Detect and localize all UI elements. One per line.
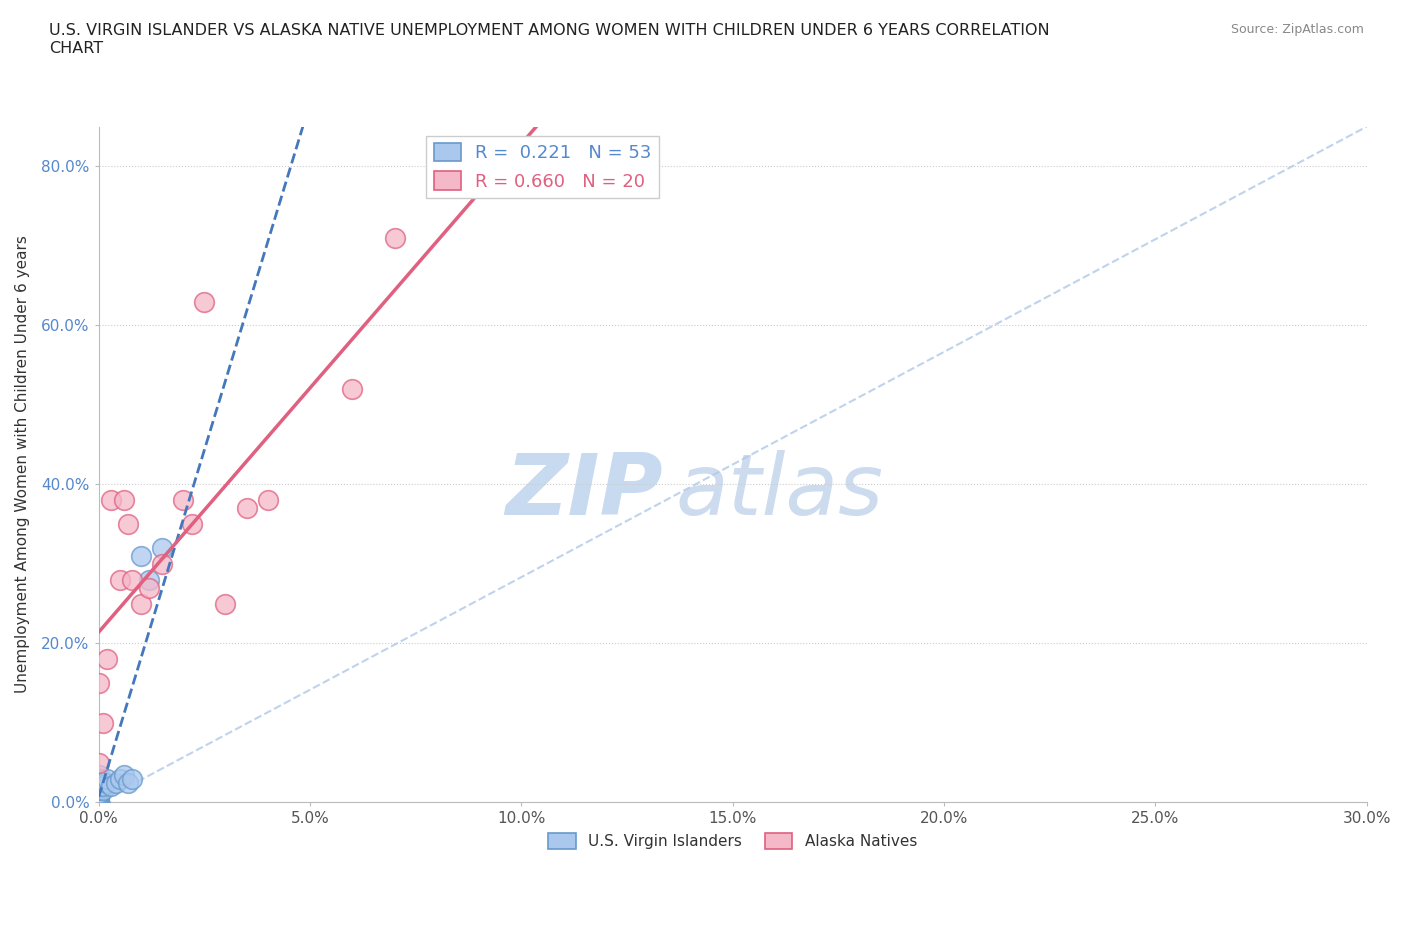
Point xyxy=(108,771,131,786)
Point xyxy=(100,779,122,794)
Point xyxy=(96,652,118,667)
Point xyxy=(87,676,110,691)
Point xyxy=(87,755,110,770)
Point xyxy=(87,795,110,810)
Y-axis label: Unemployment Among Women with Children Under 6 years: Unemployment Among Women with Children U… xyxy=(15,235,30,694)
Point xyxy=(100,493,122,508)
Point xyxy=(87,782,110,797)
Text: Source: ZipAtlas.com: Source: ZipAtlas.com xyxy=(1230,23,1364,36)
Point xyxy=(87,795,110,810)
Point xyxy=(87,786,110,801)
Point xyxy=(87,790,110,804)
Point xyxy=(87,783,110,798)
Point xyxy=(235,500,257,515)
Point xyxy=(87,795,110,810)
Point xyxy=(87,779,110,794)
Point xyxy=(214,596,236,611)
Point xyxy=(87,777,110,792)
Point xyxy=(87,788,110,803)
Point xyxy=(87,789,110,804)
Point xyxy=(91,779,114,794)
Point xyxy=(129,596,152,611)
Point xyxy=(87,778,110,793)
Point xyxy=(87,780,110,795)
Point xyxy=(87,779,110,794)
Point xyxy=(117,775,139,790)
Point xyxy=(121,771,143,786)
Point xyxy=(91,783,114,798)
Text: U.S. VIRGIN ISLANDER VS ALASKA NATIVE UNEMPLOYMENT AMONG WOMEN WITH CHILDREN UND: U.S. VIRGIN ISLANDER VS ALASKA NATIVE UN… xyxy=(49,23,1050,56)
Point xyxy=(87,775,110,790)
Point xyxy=(87,791,110,806)
Point xyxy=(87,775,110,790)
Point xyxy=(96,771,118,786)
Point xyxy=(87,795,110,810)
Point xyxy=(87,780,110,795)
Legend: U.S. Virgin Islanders, Alaska Natives: U.S. Virgin Islanders, Alaska Natives xyxy=(543,828,924,856)
Point xyxy=(87,771,110,786)
Point xyxy=(91,715,114,730)
Point xyxy=(87,787,110,802)
Point xyxy=(87,789,110,804)
Point xyxy=(96,775,118,790)
Point xyxy=(112,767,135,782)
Point xyxy=(87,795,110,810)
Point xyxy=(87,783,110,798)
Point xyxy=(112,493,135,508)
Point xyxy=(193,294,215,309)
Point xyxy=(138,572,160,587)
Point xyxy=(87,795,110,810)
Point xyxy=(87,780,110,795)
Point xyxy=(104,775,127,790)
Point xyxy=(87,795,110,810)
Point xyxy=(150,556,173,571)
Point xyxy=(172,493,194,508)
Point xyxy=(138,580,160,595)
Point xyxy=(87,787,110,802)
Point xyxy=(108,572,131,587)
Point xyxy=(150,540,173,555)
Point xyxy=(121,572,143,587)
Point xyxy=(129,549,152,564)
Point xyxy=(87,795,110,810)
Point xyxy=(384,231,406,246)
Point xyxy=(87,795,110,810)
Text: ZIP: ZIP xyxy=(505,450,664,533)
Text: atlas: atlas xyxy=(676,450,883,533)
Point xyxy=(180,517,202,532)
Point xyxy=(87,767,110,782)
Point xyxy=(87,795,110,810)
Point xyxy=(87,777,110,791)
Point xyxy=(256,493,278,508)
Point xyxy=(87,773,110,788)
Point xyxy=(342,381,364,396)
Point xyxy=(87,787,110,802)
Point xyxy=(87,771,110,786)
Point xyxy=(87,786,110,801)
Point xyxy=(117,517,139,532)
Point xyxy=(87,786,110,801)
Point xyxy=(87,785,110,800)
Point xyxy=(87,781,110,796)
